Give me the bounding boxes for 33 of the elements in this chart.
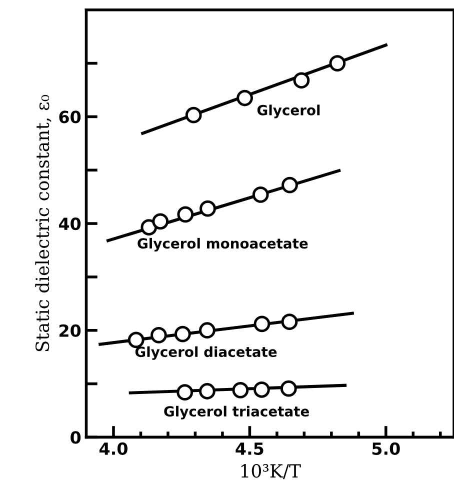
point (280, 380, 297, 397)
x-tick-label: 4.5 (236, 442, 264, 455)
point (199, 322, 216, 339)
y-tick-label: 60 (59, 110, 81, 124)
y-axis-title: Static dielectric constant, ε₀ (35, 94, 52, 352)
point (176, 384, 194, 401)
point (236, 90, 253, 106)
x-axis-title: 10³K/T (241, 464, 301, 480)
series-label: Glycerol monoacetate (138, 238, 308, 252)
point (200, 200, 216, 217)
series-label: Glycerol diacetate (135, 346, 277, 360)
point (254, 316, 270, 332)
point (232, 382, 249, 398)
point (199, 383, 216, 400)
y-tick-label: 40 (58, 217, 81, 230)
point (252, 186, 269, 203)
y-tick-label: 0 (70, 431, 81, 444)
point (293, 72, 310, 89)
series-label: Glycerol triacetate (164, 406, 309, 420)
point (281, 314, 298, 330)
point (185, 106, 202, 124)
point (177, 206, 194, 223)
x-tick-label: 5.0 (372, 442, 400, 455)
point (140, 219, 158, 236)
point (329, 55, 346, 72)
point (174, 326, 191, 342)
y-tick-label: 20 (60, 324, 81, 337)
point (150, 326, 167, 344)
point (152, 213, 169, 230)
point (282, 176, 298, 194)
series-label: Glycerol (257, 104, 320, 118)
x-tick-label: 4.0 (99, 442, 128, 455)
point (253, 381, 270, 398)
